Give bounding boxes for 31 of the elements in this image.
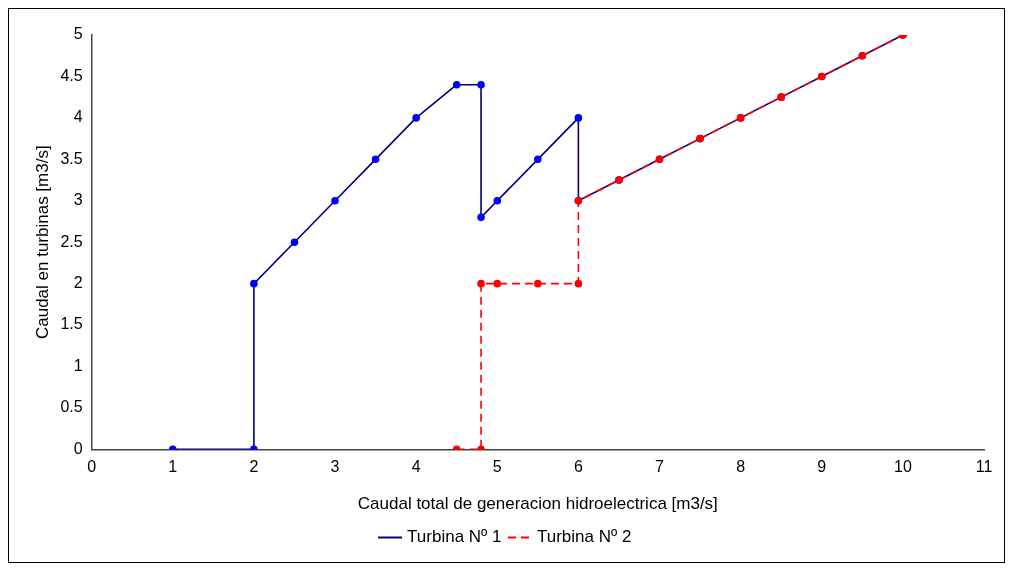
y-tick-label: 0.5 xyxy=(60,398,83,416)
x-tick-label: 11 xyxy=(975,458,993,476)
point xyxy=(574,279,583,288)
x-tick-label: 2 xyxy=(249,458,259,476)
x-tick-label: 3 xyxy=(330,458,340,476)
x-tick-label: 1 xyxy=(168,458,178,476)
point xyxy=(493,279,502,288)
y-tick-label: 1.5 xyxy=(60,315,83,333)
point xyxy=(534,279,542,288)
y-tick-label: 4.5 xyxy=(60,66,83,84)
y-tick-label: 2.5 xyxy=(60,232,83,250)
y-tick-label: 0 xyxy=(73,439,83,457)
y-tick-label: 5 xyxy=(73,25,83,43)
legend-label: Turbina Nº 1 xyxy=(407,527,502,547)
x-tick-label: 7 xyxy=(655,458,665,476)
x-tick-label: 5 xyxy=(492,458,502,476)
x-tick-label: 10 xyxy=(893,458,912,476)
y-tick-label: 2 xyxy=(73,274,83,292)
y-tick-label: 1 xyxy=(73,356,83,374)
y-tick-label: 4 xyxy=(73,108,83,126)
y-axis-title: Caudal en turbinas [m3/s] xyxy=(32,145,52,340)
point xyxy=(477,279,485,288)
y-tick-label: 3 xyxy=(73,191,83,209)
x-tick-label: 9 xyxy=(817,458,827,476)
x-tick-label: 8 xyxy=(736,458,746,476)
x-axis-title: Caudal total de generacion hidroelectrica [m3/s] xyxy=(357,494,718,514)
x-tick-label: 4 xyxy=(411,458,421,476)
legend-label: Turbina Nº 2 xyxy=(537,527,632,547)
x-tick-label: 0 xyxy=(87,458,97,476)
x-tick-label: 6 xyxy=(573,458,583,476)
y-tick-label: 3.5 xyxy=(60,149,83,167)
